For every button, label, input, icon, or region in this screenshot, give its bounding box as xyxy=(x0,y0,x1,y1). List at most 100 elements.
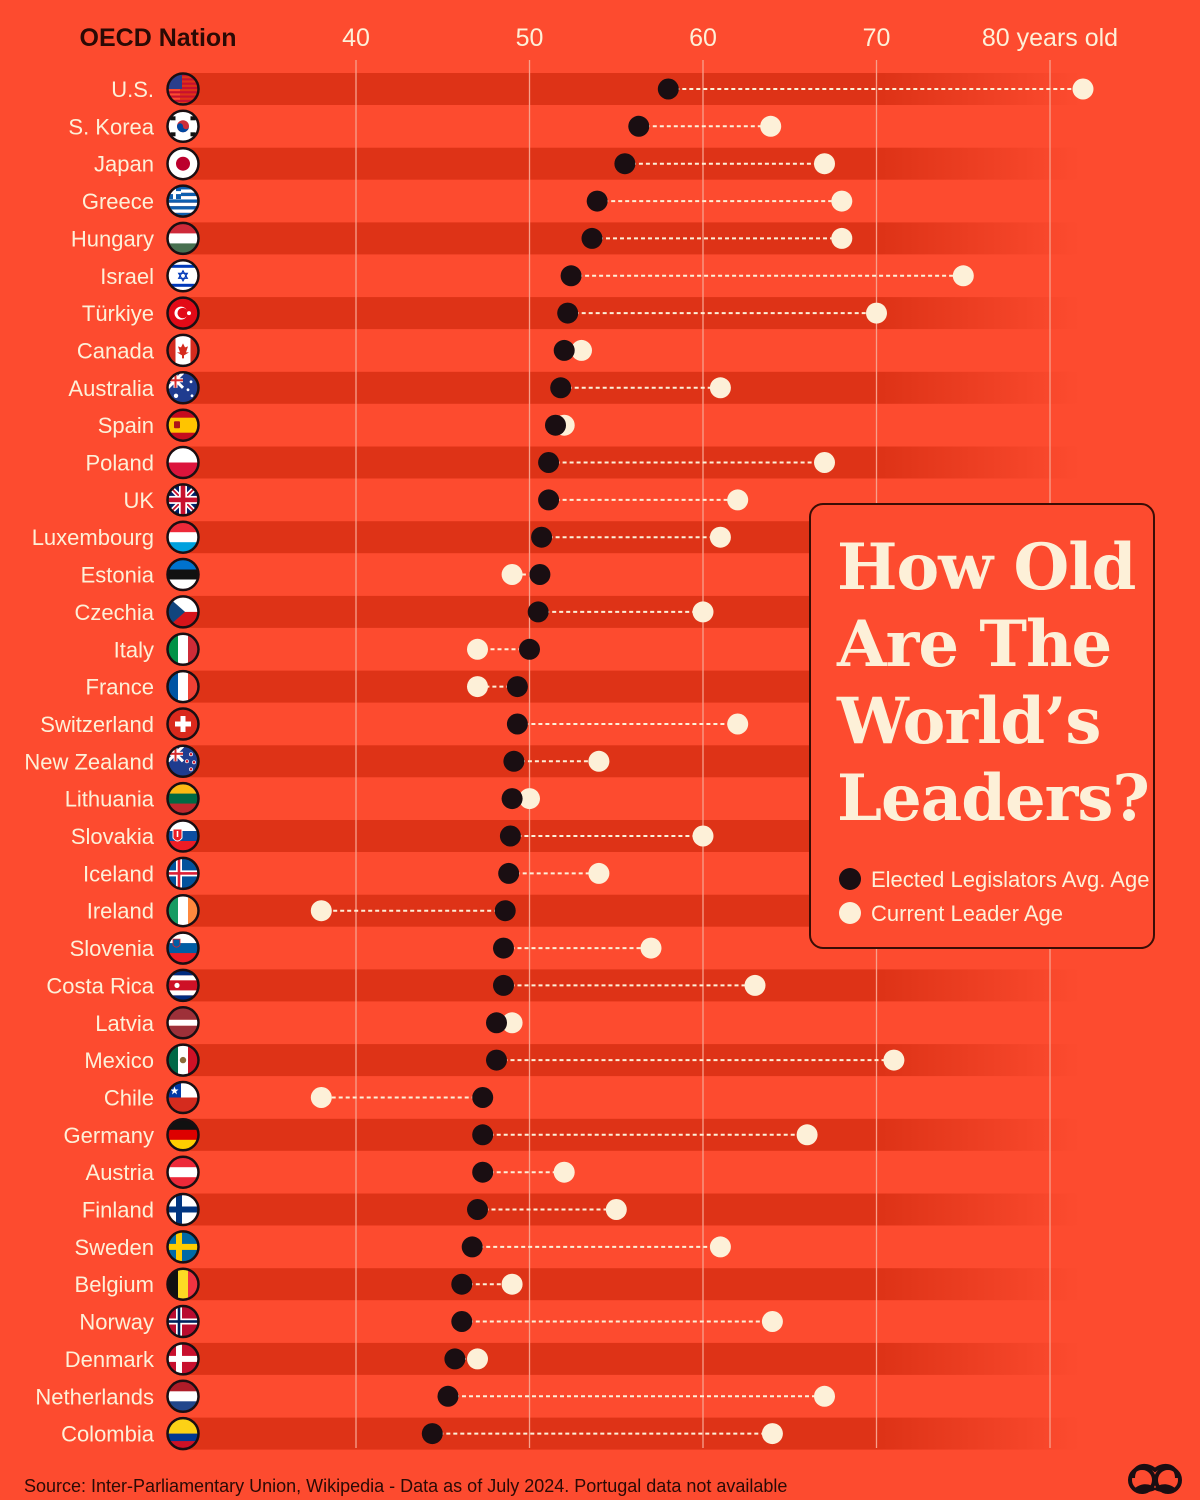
legislator-age-dot xyxy=(494,900,516,922)
lithuania-flag-icon xyxy=(166,781,200,816)
turkiye-flag-icon xyxy=(166,296,200,330)
leader-age-dot xyxy=(796,1124,818,1146)
legislator-age-dot xyxy=(493,937,514,959)
legislator-age-dot xyxy=(538,489,560,511)
legislator-age-dot xyxy=(550,377,572,399)
country-label: Colombia xyxy=(61,1422,155,1447)
country-label: Poland xyxy=(85,451,154,476)
chart-row: Türkiye xyxy=(82,296,887,330)
country-label: U.S. xyxy=(111,77,154,102)
chart-row: Israel xyxy=(100,259,974,293)
row-band xyxy=(180,1268,1080,1301)
legislator-age-dot xyxy=(581,227,603,249)
switzerland-flag-icon xyxy=(166,707,200,741)
leader-age-dot xyxy=(814,1385,835,1407)
legislator-age-dot xyxy=(451,1273,473,1295)
country-label: Italy xyxy=(114,637,154,662)
mexico-flag-icon xyxy=(166,1043,200,1077)
leader-age-dot xyxy=(467,638,488,660)
category-header: OECD Nation xyxy=(80,24,237,52)
country-label: Czechia xyxy=(75,600,155,625)
netherlands-flag-icon xyxy=(166,1379,200,1414)
country-label: Ireland xyxy=(87,899,154,924)
chart-row: Spain xyxy=(98,408,575,442)
country-label: New Zealand xyxy=(24,749,154,774)
legislator-age-dot xyxy=(501,788,523,810)
ireland-flag-icon xyxy=(166,893,200,928)
country-label: Australia xyxy=(68,376,154,401)
leader-age-dot xyxy=(588,862,610,884)
leader-age-dot xyxy=(744,974,766,996)
israel-flag-icon xyxy=(166,259,200,293)
chart-row: Switzerland xyxy=(40,707,749,741)
legislator-age-dot xyxy=(472,1161,494,1183)
country-label: Chile xyxy=(104,1086,154,1111)
legislator-age-dot xyxy=(557,302,579,324)
row-bands xyxy=(180,73,1080,1450)
legislator-age-dot xyxy=(506,676,528,698)
legislator-age-dot xyxy=(472,1087,494,1108)
country-label: Sweden xyxy=(74,1235,154,1260)
spain-flag-icon xyxy=(166,408,200,442)
legislator-age-dot xyxy=(538,452,560,473)
chart-row: Greece xyxy=(82,184,853,218)
leader-age-dot xyxy=(709,526,731,548)
canada-flag-icon xyxy=(166,333,200,368)
legislator-age-dot xyxy=(628,115,650,137)
leader-age-dot xyxy=(814,452,835,473)
japan-flag-icon xyxy=(166,146,200,181)
czechia-flag-icon xyxy=(166,595,200,629)
row-band xyxy=(180,297,1080,330)
leader-age-dot xyxy=(553,1161,575,1183)
leader-dot-icon xyxy=(839,902,861,925)
iceland-flag-icon xyxy=(166,856,200,891)
leader-age-dot xyxy=(761,1423,783,1445)
leader-age-dot xyxy=(727,489,749,511)
country-label: Iceland xyxy=(83,861,154,886)
legislator-age-dot xyxy=(545,414,566,436)
chart-row: S. Korea xyxy=(68,109,782,144)
leader-age-dot xyxy=(814,153,835,175)
belgium-flag-icon xyxy=(166,1267,200,1301)
leader-age-dot xyxy=(692,825,714,847)
germany-flag-icon xyxy=(166,1118,200,1152)
country-label: Netherlands xyxy=(35,1384,154,1409)
chart-row: Poland xyxy=(85,445,835,480)
leader-age-dot xyxy=(709,1236,731,1258)
country-label: Costa Rica xyxy=(46,973,154,998)
sweden-flag-icon xyxy=(166,1230,200,1264)
country-label: Slovakia xyxy=(71,824,155,849)
poland-flag-icon xyxy=(166,445,200,480)
leader-age-dot xyxy=(709,377,731,399)
chart-row: Ireland xyxy=(87,893,516,928)
country-label: UK xyxy=(123,488,154,513)
leader-age-dot xyxy=(605,1199,627,1220)
south-korea-flag-icon xyxy=(166,109,200,144)
chart-row: Germany xyxy=(64,1118,818,1152)
leader-age-dot xyxy=(501,1012,523,1034)
chart-row: Denmark xyxy=(65,1342,488,1376)
row-band xyxy=(180,1342,1080,1375)
legislator-age-dot xyxy=(503,750,525,772)
country-label: Germany xyxy=(64,1123,154,1148)
row-band xyxy=(180,1193,1080,1226)
us-flag-icon xyxy=(166,72,200,106)
estonia-flag-icon xyxy=(166,557,200,592)
leader-age-dot xyxy=(727,713,749,735)
legislator-age-dot xyxy=(586,190,608,212)
chart-row: Slovakia xyxy=(71,819,714,853)
chart-row: U.S. xyxy=(111,72,1094,106)
legislator-age-dot xyxy=(531,526,553,548)
chart-row: France xyxy=(86,669,528,704)
legislator-age-dot xyxy=(657,78,679,100)
greece-flag-icon xyxy=(166,184,200,218)
leader-age-dot xyxy=(310,900,332,922)
axis-header: OECD Nation 40 50 60 70 80 years old xyxy=(80,24,1119,52)
leader-age-dot xyxy=(519,788,540,810)
country-label: Austria xyxy=(86,1160,155,1185)
country-label: Israel xyxy=(100,264,154,289)
chart-row: Iceland xyxy=(83,856,610,891)
country-label: Slovenia xyxy=(70,936,155,961)
country-label: Türkiye xyxy=(82,301,154,326)
leader-age-dot xyxy=(571,339,592,361)
